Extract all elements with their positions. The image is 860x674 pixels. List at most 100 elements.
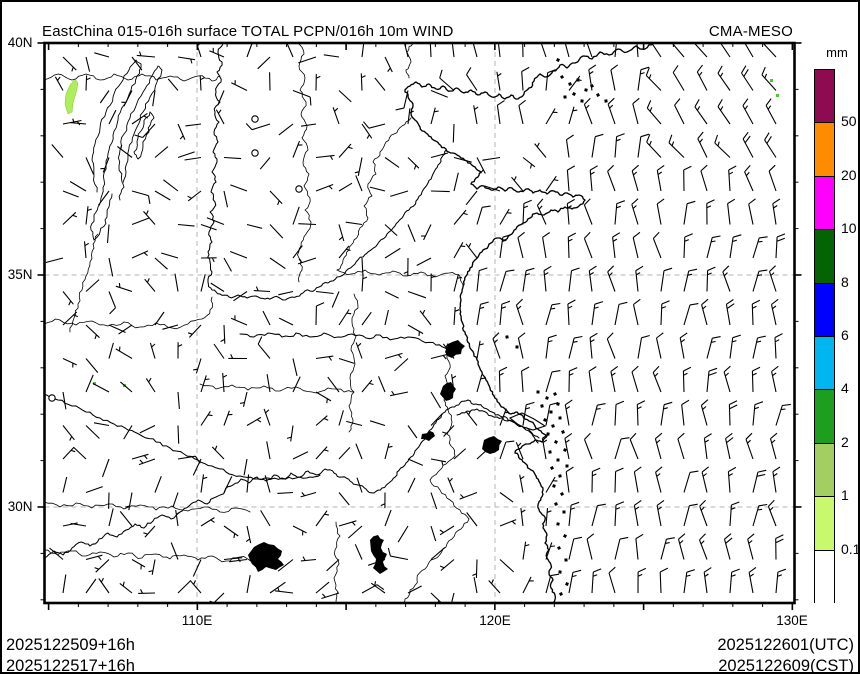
province-border-line <box>297 43 312 283</box>
wind-barb <box>260 510 271 527</box>
wind-barb <box>652 365 662 393</box>
wind-barb <box>723 365 731 393</box>
wind-barb <box>723 533 733 560</box>
wind-barb <box>338 245 351 259</box>
province-border-line <box>44 549 253 563</box>
wind-barb <box>517 231 525 259</box>
wind-barb <box>162 324 179 330</box>
wind-barb <box>407 290 427 299</box>
wind-barb <box>703 567 712 594</box>
wind-barb <box>706 367 718 393</box>
wind-barb <box>269 224 284 239</box>
wind-barb <box>355 175 363 192</box>
province-border-line <box>405 43 414 79</box>
wind-barb <box>131 250 149 259</box>
wind-barb <box>138 589 156 594</box>
wind-barb <box>671 43 685 58</box>
wind-barb <box>568 501 580 527</box>
wind-barb <box>85 358 99 373</box>
island-dot <box>551 424 555 428</box>
wind-barb <box>154 146 169 158</box>
wind-barb <box>177 123 186 140</box>
wind-barb <box>209 47 225 58</box>
wind-barb <box>315 183 334 192</box>
axis-ticks <box>37 42 802 610</box>
province-border-line <box>333 521 341 603</box>
wind-barb <box>728 165 737 192</box>
wind-barb <box>430 525 437 542</box>
wind-barb <box>453 209 468 225</box>
lon-label-110E: 110E <box>181 613 213 628</box>
wind-barb <box>765 98 777 125</box>
island-dot <box>562 510 566 514</box>
wind-barb <box>300 123 317 127</box>
lat-label-40N: 40N <box>7 35 33 50</box>
wind-barb <box>430 273 436 292</box>
island-dot <box>565 582 569 586</box>
wind-barb <box>277 491 294 494</box>
wind-barb <box>614 43 617 58</box>
wind-barb <box>545 175 559 192</box>
wind-barb <box>518 99 526 125</box>
wind-barb <box>154 476 162 493</box>
wind-barb <box>459 491 478 500</box>
wind-barb <box>184 156 202 161</box>
wind-barb <box>177 56 196 64</box>
wind-barb <box>450 592 455 603</box>
island-dot <box>568 82 572 86</box>
wind-barb <box>659 567 669 594</box>
wind-barb <box>297 257 317 265</box>
wind-barb <box>607 265 616 292</box>
wind-barb <box>338 410 344 426</box>
wind-barb <box>566 198 575 225</box>
wind-barb <box>131 112 148 125</box>
gridlines <box>44 43 795 603</box>
wind-barb <box>607 97 616 125</box>
wind-barb <box>192 559 202 577</box>
wind-barb <box>453 172 459 192</box>
wind-barb <box>499 269 515 292</box>
wind-barb <box>384 247 401 259</box>
wind-barb <box>98 577 110 594</box>
wind-barb <box>612 232 621 259</box>
wind-barb <box>568 367 578 393</box>
wind-barb <box>651 43 662 58</box>
wind-barb <box>439 525 455 536</box>
wind-barb <box>223 190 229 208</box>
colorbar-segment-6 <box>815 390 834 444</box>
wind-barb <box>772 466 781 493</box>
wind-barb <box>439 559 455 572</box>
wind-barb <box>380 492 386 509</box>
wind-barb <box>752 401 764 426</box>
wind-barb <box>568 536 583 560</box>
river-line <box>207 43 447 301</box>
wind-barb <box>714 134 731 158</box>
wind-barb <box>85 554 103 561</box>
wind-barb <box>541 432 550 460</box>
wind-barb <box>668 134 685 158</box>
wind-barb <box>588 366 597 393</box>
wind-barb <box>134 123 156 139</box>
wind-barb <box>545 542 555 560</box>
wind-barb <box>761 66 777 91</box>
model-name: CMA-MESO <box>708 23 793 40</box>
wind-barb <box>727 198 736 225</box>
island-dot <box>540 404 544 408</box>
wind-barb <box>632 97 640 125</box>
wind-barb <box>589 165 598 192</box>
wind-barb <box>583 231 593 259</box>
wind-barb <box>775 403 791 426</box>
wind-barb <box>511 176 524 192</box>
wind-barb <box>727 466 737 493</box>
wind-barb <box>472 43 478 58</box>
wind-barb <box>177 342 183 359</box>
wind-barb <box>430 152 449 159</box>
wind-barb <box>629 432 639 460</box>
wind-barb <box>693 43 708 58</box>
wind-barb <box>54 76 64 91</box>
wind-barb <box>190 580 202 594</box>
island-dot <box>536 390 540 394</box>
colorbar-segment-7 <box>815 443 834 498</box>
wind-barb <box>175 510 181 527</box>
wind-barb <box>92 382 110 393</box>
